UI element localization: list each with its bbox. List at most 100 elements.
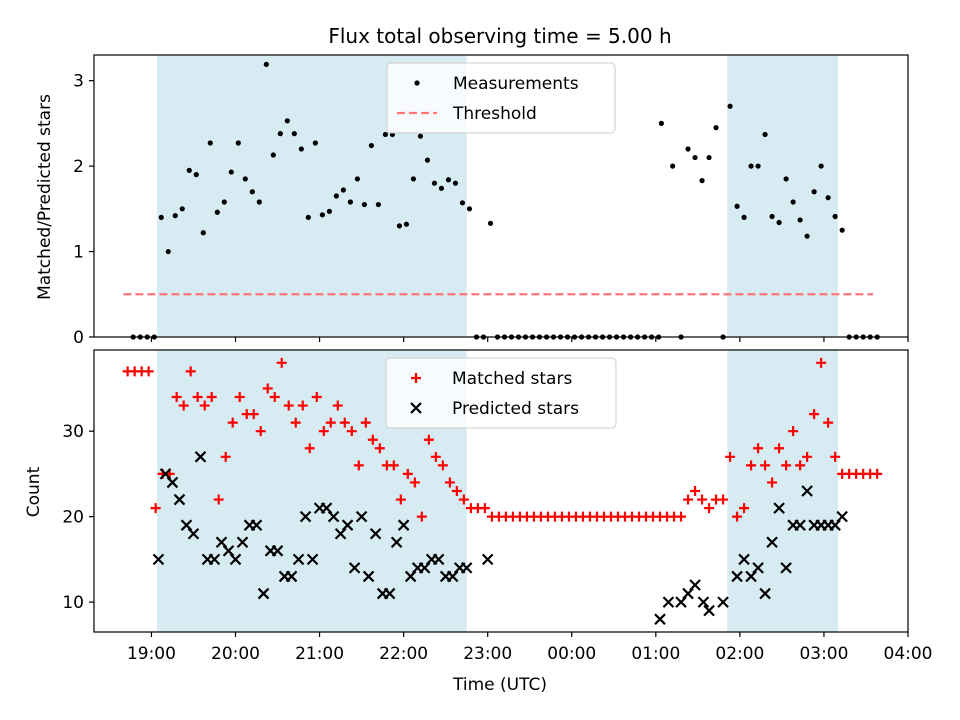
data-point: [445, 177, 452, 183]
data-point: [718, 494, 729, 505]
data-point: [459, 200, 466, 206]
data-point: [291, 131, 297, 137]
data-point: [755, 163, 761, 169]
data-point: [283, 400, 294, 411]
data-point: [270, 152, 276, 158]
x-tick-label: 22:00: [379, 644, 428, 664]
data-point: [432, 553, 445, 566]
y-tick-label: 1: [73, 243, 84, 263]
data-point: [451, 486, 462, 496]
data-point: [692, 154, 698, 161]
data-point: [192, 392, 203, 402]
legend: Matched stars Predicted stars: [385, 357, 617, 429]
data-point: [727, 103, 733, 109]
data-point: [403, 221, 410, 227]
data-point: [236, 536, 249, 549]
data-point: [292, 553, 305, 566]
data-point: [332, 400, 343, 411]
data-point: [297, 400, 308, 411]
top-y-axis-label: Matched/Predicted stars: [35, 94, 55, 300]
data-point: [654, 613, 666, 625]
x-axis-label: Time (UTC): [452, 675, 547, 695]
data-point: [276, 357, 287, 368]
data-point: [207, 140, 213, 146]
data-point: [762, 131, 768, 138]
shaded-span: [727, 55, 838, 337]
data-point: [285, 570, 298, 583]
data-point: [347, 199, 353, 205]
x-tick-label: 00:00: [547, 644, 596, 664]
y-tick-label: 20: [62, 508, 84, 528]
data-point: [802, 451, 813, 462]
data-point: [284, 118, 290, 124]
data-point: [487, 220, 494, 226]
data-point: [830, 451, 841, 462]
data-point: [683, 494, 694, 505]
data-point: [452, 180, 459, 186]
legend-marker: [411, 373, 421, 383]
data-point: [333, 193, 339, 199]
data-point: [713, 125, 719, 131]
data-point: [242, 176, 248, 182]
legend-label: Matched stars: [452, 369, 572, 389]
data-point: [704, 503, 715, 514]
legend-box: [386, 62, 616, 134]
chart-title: Flux total observing time = 5.00 h: [328, 24, 671, 48]
data-point: [346, 426, 357, 437]
legend-marker: [410, 402, 422, 414]
data-point: [200, 230, 206, 236]
data-point: [706, 154, 712, 161]
data-point: [368, 142, 375, 149]
data-point: [299, 510, 312, 523]
data-point: [662, 596, 675, 608]
data-point: [431, 180, 438, 186]
data-point: [444, 477, 455, 488]
data-point: [187, 527, 200, 540]
data-point: [312, 140, 318, 146]
data-point: [375, 201, 382, 208]
x-tick-label: 21:00: [295, 644, 344, 664]
data-point: [689, 579, 701, 591]
data-point: [825, 195, 831, 201]
data-point: [699, 178, 705, 184]
data-point: [166, 476, 179, 489]
data-point: [256, 199, 262, 205]
data-point: [725, 451, 736, 462]
data-point: [760, 460, 771, 471]
data-point: [214, 209, 220, 215]
data-point: [228, 169, 234, 175]
legend-label: Measurements: [453, 74, 579, 94]
data-point: [383, 587, 396, 600]
data-point: [152, 553, 165, 566]
data-point: [424, 157, 431, 163]
data-point: [367, 434, 378, 445]
data-point: [355, 510, 368, 523]
bottom-panel: 10 20 30 19:00 20:00 21:00 22:00 23:00 00:00 01:0…: [62, 349, 933, 664]
data-point: [235, 140, 241, 146]
data-point: [369, 527, 382, 540]
data-point: [213, 494, 224, 505]
series-predicted-stars: [152, 451, 848, 625]
data-point: [797, 217, 803, 223]
data-point: [872, 468, 883, 479]
data-point: [738, 553, 750, 566]
data-point: [150, 503, 161, 514]
data-point: [340, 187, 346, 193]
data-point: [165, 248, 171, 255]
data-point: [790, 199, 796, 205]
data-point: [257, 587, 270, 600]
data-point: [780, 562, 792, 574]
plot-frame: [93, 349, 909, 633]
x-tick-label: 02:00: [715, 644, 764, 664]
data-point: [263, 61, 269, 67]
data-point: [697, 596, 710, 608]
data-point: [417, 133, 424, 139]
data-point: [836, 510, 848, 523]
data-point: [249, 189, 255, 195]
series-measurements: [130, 61, 880, 340]
data-point: [388, 460, 399, 471]
x-tick-label: 01:00: [631, 644, 680, 664]
data-point: [298, 146, 304, 152]
data-point: [339, 417, 350, 428]
